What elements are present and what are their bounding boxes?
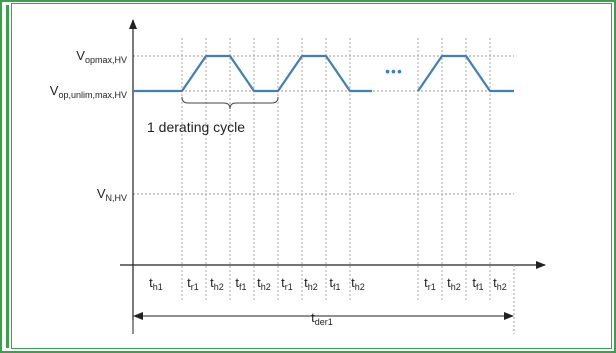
cycle-label: 1 derating cycle	[147, 119, 245, 135]
cycle-brace	[181, 96, 279, 110]
time-label: tf1	[235, 275, 246, 292]
time-label: th2	[351, 275, 365, 292]
ellipsis: •••	[385, 63, 403, 79]
voltage-waveform	[133, 54, 372, 93]
time-labels: th1 tr1 th2 tf1 th2 tr1 th2 tf1 th2 tr1 th2 tf1 th2	[149, 275, 507, 292]
inner-frame	[11, 3, 612, 349]
duration-label: tder1	[311, 310, 333, 327]
time-gridlines	[181, 38, 491, 300]
time-label: th1	[149, 275, 163, 292]
nominal-label: VN,HV	[97, 186, 127, 203]
time-label: th2	[493, 275, 507, 292]
time-label: th2	[304, 275, 318, 292]
opmax-label: Vopmax,HV	[76, 48, 127, 65]
time-label: th2	[210, 275, 224, 292]
unlim-label: Vop,unlim,max,HV	[50, 83, 127, 100]
time-label: th2	[257, 275, 271, 292]
time-label: tf1	[329, 275, 340, 292]
voltage-waveform-continued	[417, 54, 514, 93]
time-label: th2	[447, 275, 461, 292]
time-label: tr1	[187, 275, 199, 292]
time-label: tr1	[424, 275, 436, 292]
time-label: tr1	[281, 275, 293, 292]
time-label: tf1	[472, 275, 483, 292]
frame-left-bar	[6, 5, 9, 348]
